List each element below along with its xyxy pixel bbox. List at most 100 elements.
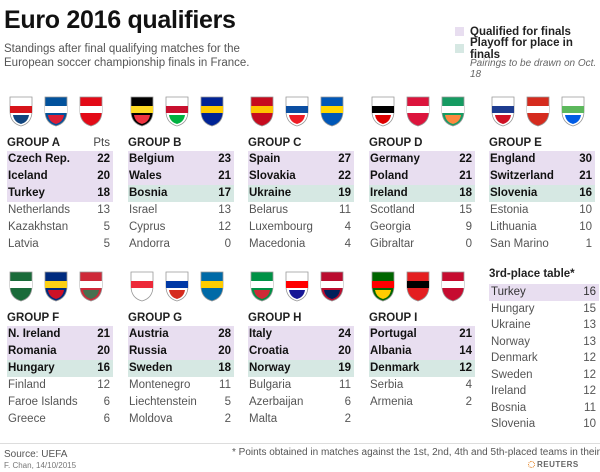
group-crests <box>130 96 224 127</box>
switzerland-crest-icon <box>526 96 550 127</box>
team-points: 28 <box>218 328 231 340</box>
portugal-crest-icon <box>371 271 395 302</box>
team-name: Macedonia <box>249 238 306 250</box>
team-points: 12 <box>459 362 472 374</box>
legend-playoff-label: Playoff for place in finals <box>470 36 573 61</box>
group-label: GROUP B <box>128 137 182 149</box>
team-points: 12 <box>218 221 231 233</box>
group-crests <box>250 271 344 302</box>
third-place-points: 13 <box>583 335 596 348</box>
team-name: Hungary <box>8 362 55 374</box>
team-row: Croatia 20 <box>248 343 354 360</box>
team-name: Slovenia <box>490 187 538 199</box>
legend-playoff: Playoff for place in finals <box>455 37 600 61</box>
team-row: Ukraine 19 <box>248 185 354 202</box>
team-points: 20 <box>97 345 110 357</box>
team-points: 19 <box>338 362 351 374</box>
team-name: N. Ireland <box>8 328 61 340</box>
ukraine-crest-icon <box>320 96 344 127</box>
reuters-mark-icon <box>528 461 535 468</box>
third-place-points: 12 <box>583 368 596 381</box>
team-name: Finland <box>8 379 46 391</box>
team-points: 13 <box>97 204 110 216</box>
third-place-points: 12 <box>583 385 596 397</box>
spain-crest-icon <box>250 96 274 127</box>
team-row: Norway 19 <box>248 360 354 377</box>
group-crests <box>9 96 103 127</box>
albania-crest-icon <box>406 271 430 302</box>
team-name: Italy <box>249 328 273 340</box>
third-place-row: Hungary 15 <box>489 301 599 318</box>
team-name: Portugal <box>370 328 417 340</box>
team-row: Sweden 18 <box>128 360 234 377</box>
team-row: Germany 22 <box>369 151 475 168</box>
slovenia-crest-icon <box>561 96 585 127</box>
hungary-crest-icon <box>79 271 103 302</box>
team-points: 0 <box>465 238 472 250</box>
team-points: 4 <box>465 379 472 391</box>
team-row: Liechtenstein 5 <box>128 394 234 411</box>
team-row: England 30 <box>489 151 595 168</box>
team-name: San Marino <box>490 238 549 250</box>
credit-note: F. Chan, 14/10/2015 <box>4 461 77 470</box>
team-row: Luxembourg 4 <box>248 219 354 236</box>
team-name: Moldova <box>129 413 173 425</box>
england-crest-icon <box>491 96 515 127</box>
team-name: Faroe Islands <box>8 396 78 408</box>
team-name: Serbia <box>370 379 404 391</box>
group-g: GROUP G Austria 28 Russia 20 Sweden 18 Monteneg… <box>128 268 234 425</box>
group-crests <box>371 271 465 302</box>
group-crests <box>130 271 224 302</box>
team-row: Belgium 23 <box>128 151 234 168</box>
team-points: 21 <box>97 328 110 340</box>
wales-crest-icon <box>165 96 189 127</box>
team-row: Bulgaria 11 <box>248 377 354 394</box>
third-place-row: Denmark 12 <box>489 350 599 367</box>
points-header: Pts <box>93 137 110 149</box>
team-row: Faroe Islands 6 <box>7 394 113 411</box>
team-name: Estonia <box>490 204 529 216</box>
team-points: 1 <box>585 238 592 250</box>
team-name: Poland <box>370 170 409 182</box>
third-place-row: Norway 13 <box>489 334 599 351</box>
third-place-points: 10 <box>583 418 596 430</box>
team-row: N. Ireland 21 <box>7 326 113 343</box>
team-row: Gibraltar 0 <box>369 236 475 253</box>
team-name: Cyprus <box>129 221 166 233</box>
team-row: Cyprus 12 <box>128 219 234 236</box>
group-label: GROUP I <box>369 312 418 324</box>
team-points: 21 <box>459 328 472 340</box>
group-i: GROUP I Portugal 21 Albania 14 Denmark 12 Serbi… <box>369 268 475 418</box>
n-ireland-crest-icon <box>9 271 33 302</box>
turkey-crest-icon <box>79 96 103 127</box>
team-row: Finland 12 <box>7 377 113 394</box>
third-place-points: 15 <box>583 302 596 315</box>
team-row: Albania 14 <box>369 343 475 360</box>
team-row: Netherlands 13 <box>7 202 113 219</box>
russia-crest-icon <box>165 271 189 302</box>
team-name: England <box>490 153 536 165</box>
source-note: Source: UEFA <box>4 449 68 460</box>
third-place-row: Turkey 16 <box>489 284 599 301</box>
team-name: Lithuania <box>490 221 537 233</box>
team-name: Andorra <box>129 238 170 250</box>
team-name: Wales <box>129 170 162 182</box>
team-row: Italy 24 <box>248 326 354 343</box>
team-row: Montenegro 11 <box>128 377 234 394</box>
poland-crest-icon <box>406 96 430 127</box>
third-place-table: 3rd-place table* Turkey 16 Hungary 15 Ukrain… <box>489 268 599 433</box>
team-row: Slovakia 22 <box>248 168 354 185</box>
team-row: Malta 2 <box>248 411 354 428</box>
team-row: Lithuania 10 <box>489 219 595 236</box>
team-points: 11 <box>339 204 351 216</box>
team-name: Montenegro <box>129 379 191 391</box>
page-subtitle: Standings after final qualifying matches… <box>4 43 250 69</box>
team-points: 5 <box>224 396 231 408</box>
third-place-title: 3rd-place table* <box>489 268 575 280</box>
team-points: 23 <box>218 153 231 165</box>
team-row: Latvia 5 <box>7 236 113 253</box>
third-place-row: Ireland 12 <box>489 383 599 400</box>
footer-divider <box>0 443 600 444</box>
team-row: Scotland 15 <box>369 202 475 219</box>
group-label: GROUP D <box>369 137 423 149</box>
